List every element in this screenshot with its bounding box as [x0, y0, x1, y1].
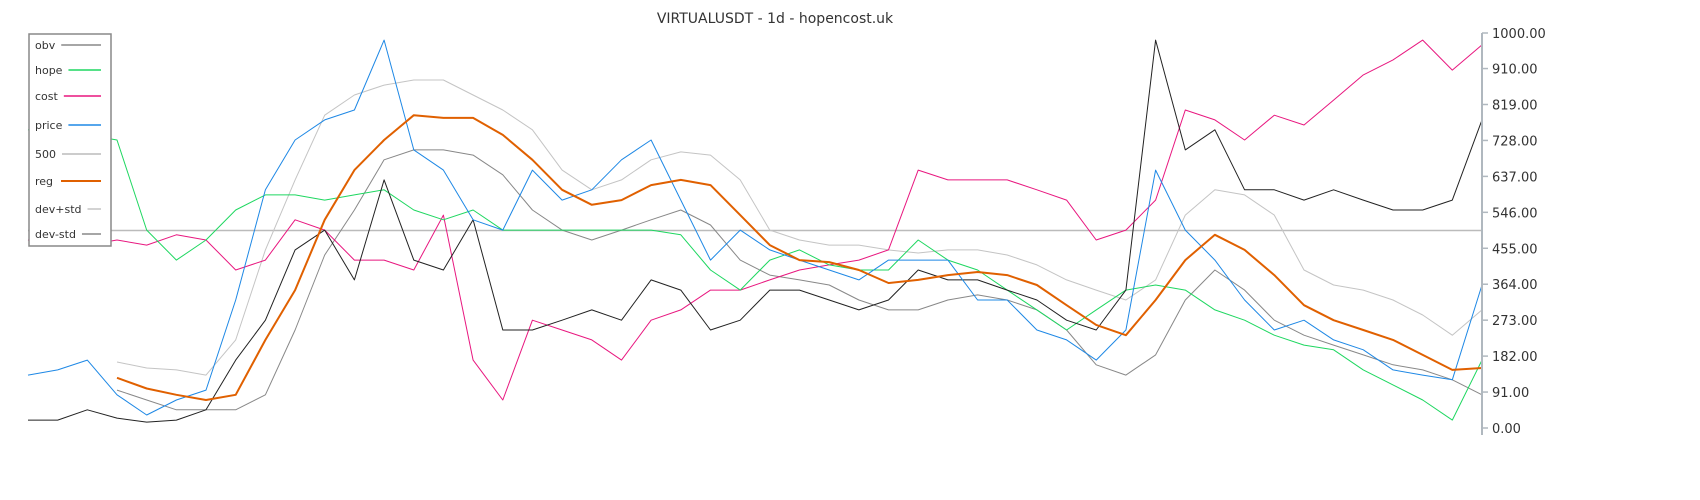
series-line-dev-std: [116, 79, 1483, 376]
legend: obv hope cost price 500 reg dev+std dev-std: [28, 33, 112, 247]
y-tick-label: 364.00: [1492, 278, 1538, 293]
y-tick-label: 273.00: [1492, 314, 1538, 329]
y-tick-label: 91.00: [1492, 386, 1529, 401]
series-line-hope: [27, 129, 1483, 421]
series-line-price: [27, 39, 1483, 416]
series-line-cost: [27, 39, 1483, 401]
y-tick-label: 637.00: [1492, 170, 1538, 185]
y-tick-label: 1000.00: [1492, 27, 1546, 42]
legend-label: dev-std: [35, 228, 76, 241]
legend-label: reg: [35, 175, 53, 188]
y-tick-label: 819.00: [1492, 98, 1538, 113]
y-tick-label: 455.00: [1492, 242, 1538, 257]
legend-label: 500: [35, 148, 56, 161]
y-axis: 0.00 91.00 182.00 273.00 364.00 455.00 546.00 6…: [1482, 27, 1546, 437]
legend-label: cost: [35, 90, 59, 103]
y-tick-label: 0.00: [1492, 422, 1521, 437]
chart-title: VIRTUALUSDT - 1d - hopencost.uk: [657, 11, 894, 27]
legend-label: obv: [35, 39, 56, 52]
series-line-dev-std: [116, 149, 1483, 411]
legend-label: dev+std: [35, 203, 82, 216]
y-tick-label: 728.00: [1492, 134, 1538, 149]
y-tick-label: 182.00: [1492, 350, 1538, 365]
legend-label: price: [35, 119, 63, 132]
series-layer: [27, 39, 1483, 423]
legend-label: hope: [35, 64, 63, 77]
series-line-obv: [28, 39, 1483, 423]
y-tick-label: 910.00: [1492, 63, 1538, 78]
series-line-reg: [116, 114, 1483, 401]
y-tick-label: 546.00: [1492, 206, 1538, 221]
